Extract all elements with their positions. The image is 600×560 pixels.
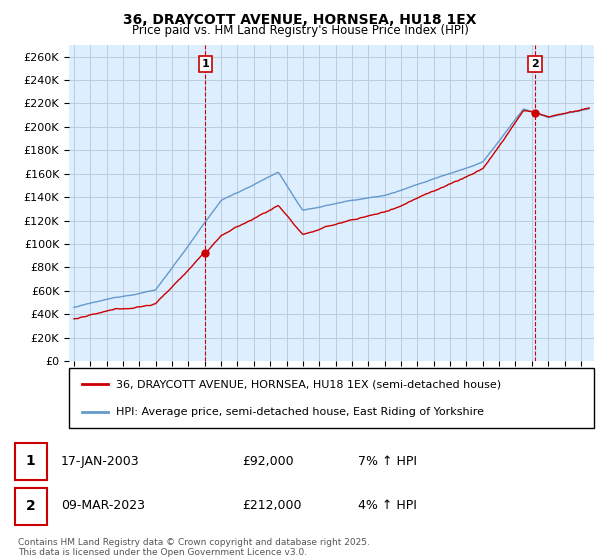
- Text: 1: 1: [26, 454, 35, 468]
- Text: 4% ↑ HPI: 4% ↑ HPI: [358, 500, 416, 512]
- Text: 1: 1: [202, 59, 209, 69]
- Text: 09-MAR-2023: 09-MAR-2023: [61, 500, 145, 512]
- Text: £92,000: £92,000: [242, 455, 294, 468]
- Text: £212,000: £212,000: [242, 500, 302, 512]
- Text: Price paid vs. HM Land Registry's House Price Index (HPI): Price paid vs. HM Land Registry's House …: [131, 24, 469, 36]
- Text: 7% ↑ HPI: 7% ↑ HPI: [358, 455, 416, 468]
- Text: 36, DRAYCOTT AVENUE, HORNSEA, HU18 1EX (semi-detached house): 36, DRAYCOTT AVENUE, HORNSEA, HU18 1EX (…: [116, 379, 502, 389]
- Text: 2: 2: [26, 499, 35, 513]
- FancyBboxPatch shape: [15, 488, 47, 525]
- Text: 2: 2: [531, 59, 539, 69]
- FancyBboxPatch shape: [15, 443, 47, 480]
- Text: 17-JAN-2003: 17-JAN-2003: [61, 455, 140, 468]
- Text: 36, DRAYCOTT AVENUE, HORNSEA, HU18 1EX: 36, DRAYCOTT AVENUE, HORNSEA, HU18 1EX: [123, 13, 477, 27]
- Text: HPI: Average price, semi-detached house, East Riding of Yorkshire: HPI: Average price, semi-detached house,…: [116, 407, 484, 417]
- Text: Contains HM Land Registry data © Crown copyright and database right 2025.
This d: Contains HM Land Registry data © Crown c…: [18, 538, 370, 557]
